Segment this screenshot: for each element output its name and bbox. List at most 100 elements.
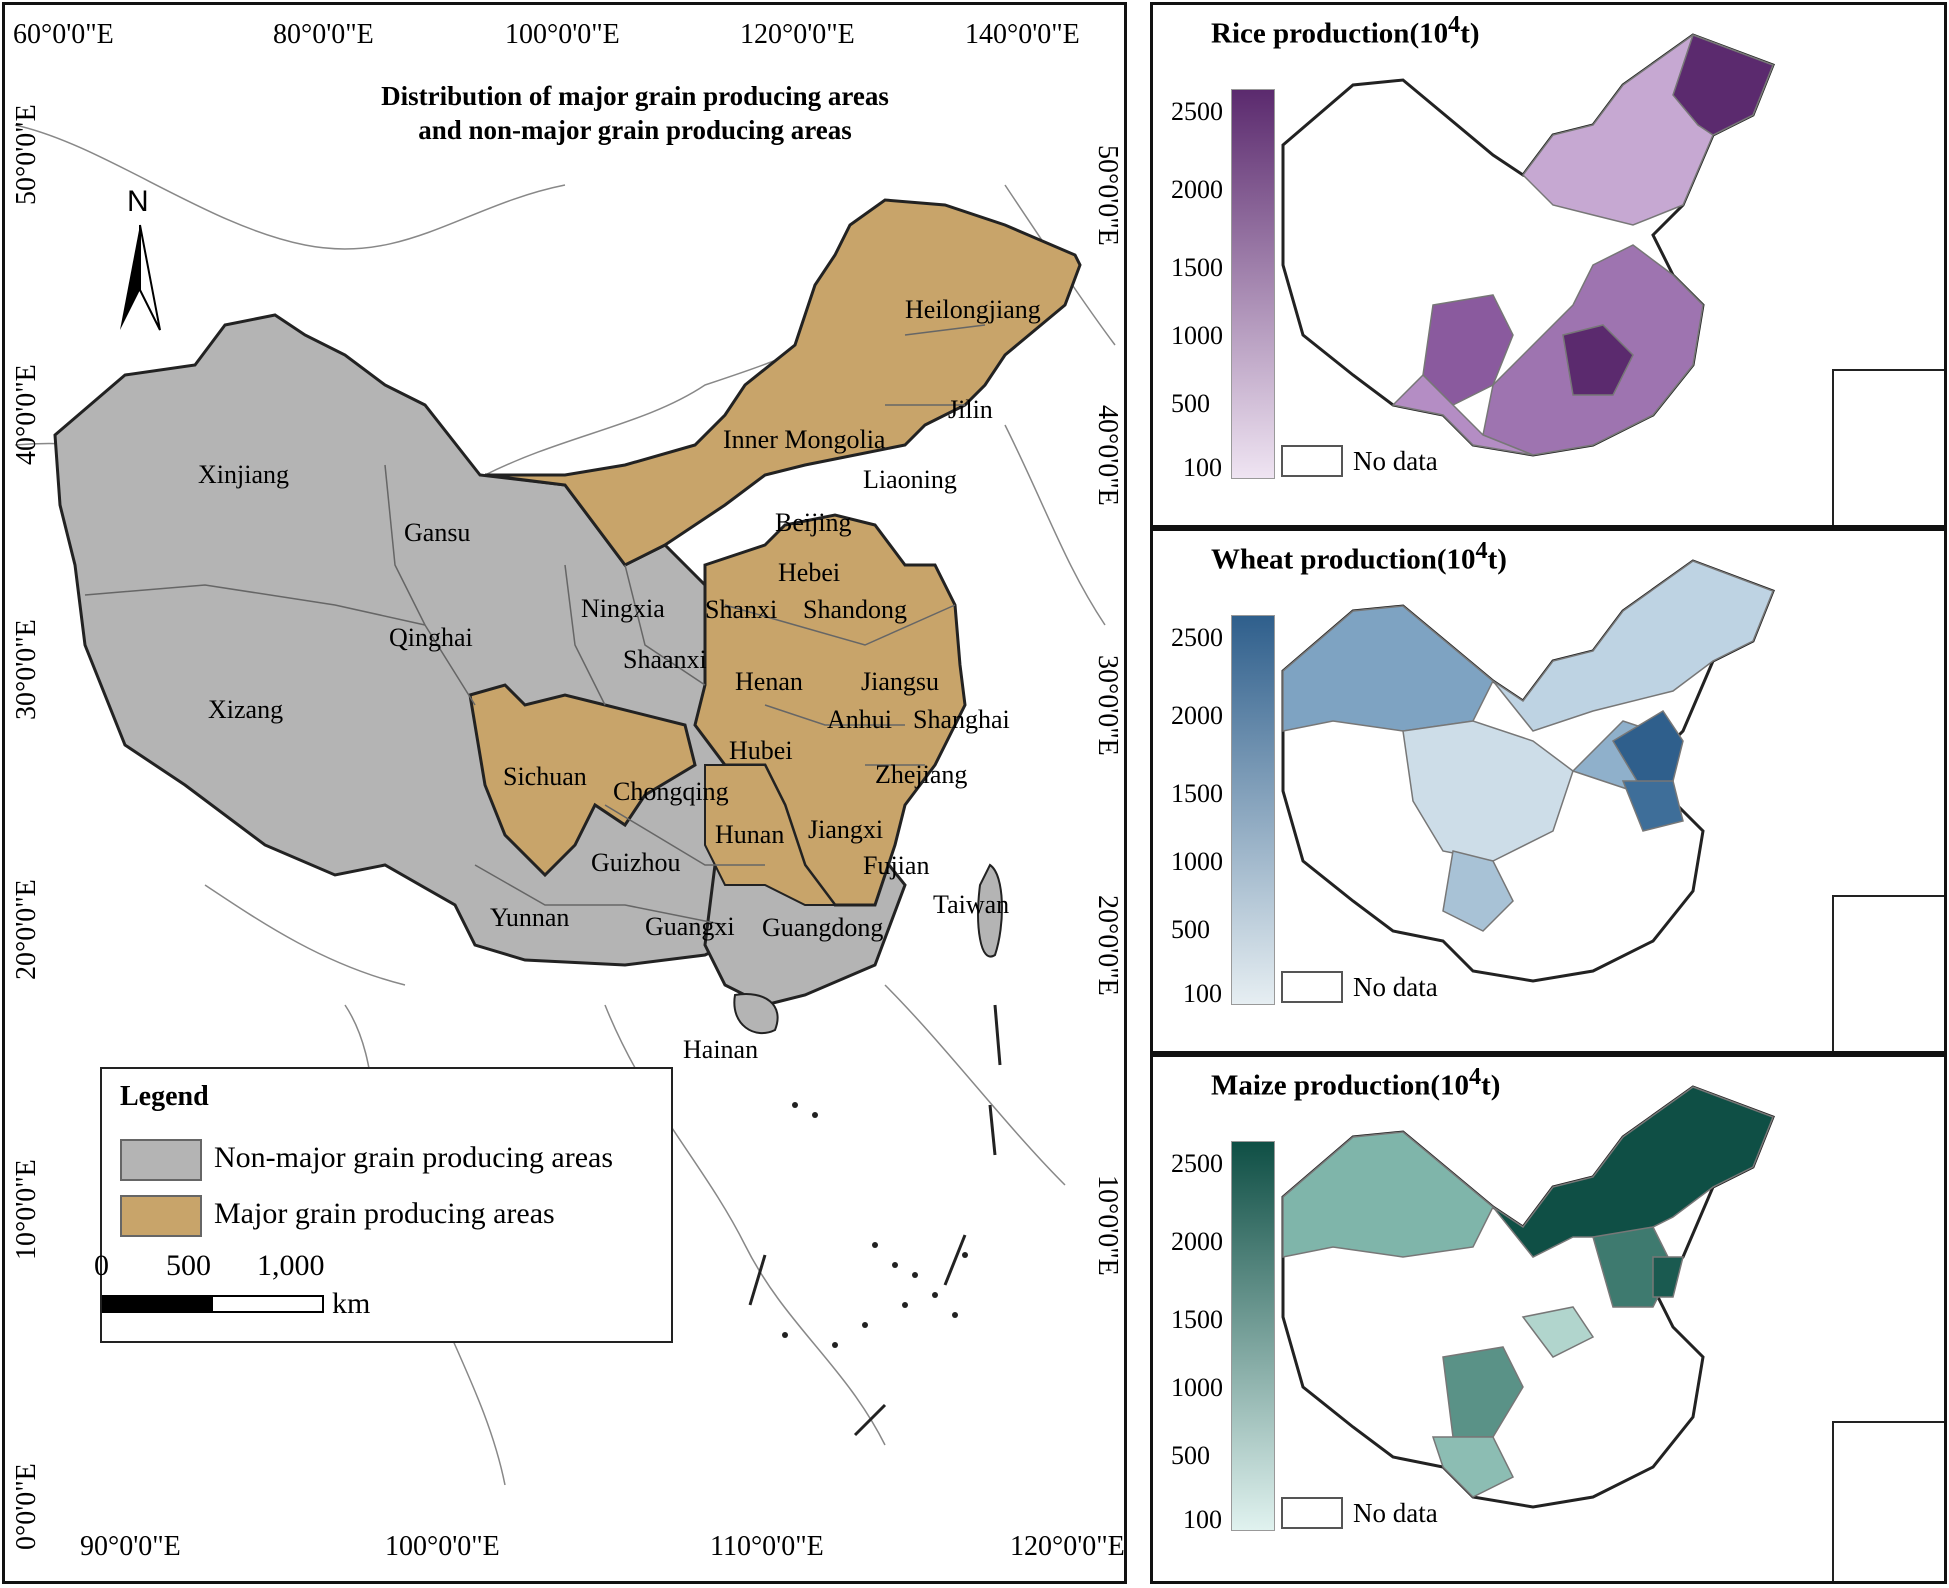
wheat-panel: Wheat production(104t) 2500 2000 1500 10… [1150, 528, 1947, 1054]
label-jiangxi: Jiangxi [808, 815, 884, 844]
label-inner-mongolia: Inner Mongolia [723, 425, 886, 454]
label-yunnan: Yunnan [490, 903, 570, 932]
rice-tick-2500: 2500 [1171, 97, 1223, 126]
maize-no-data-label: No data [1353, 1498, 1438, 1528]
rice-tick-1500: 1500 [1171, 253, 1223, 282]
maize-tick-500: 500 [1171, 1441, 1210, 1470]
rice-panel: Rice production(104t) 2500 2000 1500 100… [1150, 2, 1947, 528]
major-region [468, 198, 1082, 907]
label-shanxi: Shanxi [705, 595, 778, 624]
label-hubei: Hubei [729, 736, 793, 765]
rice-title-end: t) [1460, 17, 1480, 50]
map-title: Distribution of major grain producing ar… [285, 79, 985, 147]
label-chongqing: Chongqing [613, 777, 729, 806]
label-ningxia: Ningxia [581, 594, 665, 623]
maize-title-text: Maize production(10 [1211, 1069, 1470, 1102]
legend-label-major: Major grain producing areas [214, 1197, 555, 1230]
rice-map-svg [1281, 33, 1944, 525]
rice-tick-500: 500 [1171, 389, 1210, 418]
rice-tick-2000: 2000 [1171, 175, 1223, 204]
wheat-title-text: Wheat production(10 [1211, 543, 1476, 576]
right-tick-50: 50°0'0"E [1092, 145, 1123, 246]
label-beijing: Beijing [775, 508, 852, 537]
maize-title: Maize production(104t) [1211, 1063, 1500, 1103]
legend-title: Legend [120, 1081, 209, 1112]
maize-tick-1500: 1500 [1171, 1305, 1223, 1334]
maize-tick-2500: 2500 [1171, 1149, 1223, 1178]
label-jilin: Jilin [948, 395, 993, 424]
legend-label-non-major: Non-major grain producing areas [214, 1141, 614, 1174]
scale-label-0: 0 [94, 1249, 109, 1282]
label-qinghai: Qinghai [389, 623, 473, 652]
label-guizhou: Guizhou [591, 848, 681, 877]
label-shandong: Shandong [803, 595, 907, 624]
rice-no-data-swatch [1281, 445, 1343, 477]
label-hainan: Hainan [683, 1035, 759, 1064]
scale-bar [102, 1295, 324, 1313]
maize-tick-100: 100 [1183, 1505, 1222, 1534]
top-tick-60: 60°0'0"E [13, 19, 114, 50]
maize-colorbar [1231, 1141, 1275, 1531]
wheat-title: Wheat production(104t) [1211, 537, 1507, 577]
rice-no-data-label: No data [1353, 446, 1438, 476]
legend-swatch-major [120, 1195, 202, 1237]
maize-no-data-swatch [1281, 1497, 1343, 1529]
bottom-tick-90: 90°0'0"E [80, 1531, 181, 1562]
nine-dash-line [748, 1004, 1002, 1437]
left-tick-40: 40°0'0"E [11, 364, 42, 465]
scale-label-500: 500 [166, 1249, 211, 1282]
scale-label-1000: 1,000 [257, 1249, 325, 1282]
top-tick-120: 120°0'0"E [740, 19, 855, 50]
top-tick-100: 100°0'0"E [505, 19, 620, 50]
label-heilongjiang: Heilongjiang [905, 295, 1041, 324]
wheat-tick-500: 500 [1171, 915, 1210, 944]
rice-colorbar [1231, 89, 1275, 479]
label-xizang: Xizang [208, 695, 284, 724]
bottom-tick-120: 120°0'0"E [1010, 1531, 1125, 1562]
province-boundaries [84, 324, 986, 926]
maize-tick-2000: 2000 [1171, 1227, 1223, 1256]
wheat-title-end: t) [1487, 543, 1507, 576]
wheat-south-sea-inset [1832, 895, 1944, 1051]
left-tick-20: 20°0'0"E [11, 879, 42, 980]
label-shaanxi: Shaanxi [623, 645, 707, 674]
bottom-tick-110: 110°0'0"E [710, 1531, 824, 1562]
maize-panel: Maize production(104t) 2500 2000 1500 10… [1150, 1054, 1947, 1584]
maize-title-sup: 4 [1469, 1063, 1482, 1090]
label-shanghai: Shanghai [913, 705, 1010, 734]
top-tick-80: 80°0'0"E [273, 19, 374, 50]
rice-tick-1000: 1000 [1171, 321, 1223, 350]
rice-title-text: Rice production(10 [1211, 17, 1449, 50]
left-tick-10: 10°0'0"E [11, 1159, 42, 1260]
label-hebei: Hebei [778, 558, 841, 587]
wheat-title-sup: 4 [1475, 537, 1488, 564]
wheat-tick-1500: 1500 [1171, 779, 1223, 808]
label-gansu: Gansu [404, 518, 471, 547]
label-jiangsu: Jiangsu [861, 667, 939, 696]
right-tick-40: 40°0'0"E [1092, 405, 1123, 506]
label-zhejiang: Zhejiang [875, 760, 968, 789]
main-map-svg [14, 124, 1116, 1486]
wheat-no-data-swatch [1281, 971, 1343, 1003]
rice-south-sea-inset [1832, 369, 1944, 525]
label-taiwan: Taiwan [933, 890, 1010, 919]
maize-title-end: t) [1481, 1069, 1501, 1102]
label-henan: Henan [735, 667, 803, 696]
wheat-tick-1000: 1000 [1171, 847, 1223, 876]
wheat-map-svg [1281, 559, 1944, 1051]
top-tick-140: 140°0'0"E [965, 19, 1080, 50]
north-label: N [127, 185, 149, 218]
scale-bar-filled [104, 1297, 213, 1311]
right-tick-30: 30°0'0"E [1092, 655, 1123, 756]
label-sichuan: Sichuan [503, 762, 587, 791]
left-tick-50: 50°0'0"E [11, 104, 42, 205]
wheat-colorbar [1231, 615, 1275, 1005]
map-legend: Legend Non-major grain producing areas M… [94, 1067, 673, 1343]
main-map-panel: 60°0'0"E 80°0'0"E 100°0'0"E 120°0'0"E 14… [2, 2, 1127, 1584]
wheat-tick-100: 100 [1183, 979, 1222, 1008]
map-title-line2: and non-major grain producing areas [418, 115, 852, 145]
right-tick-20: 20°0'0"E [1092, 895, 1123, 996]
rice-title-sup: 4 [1448, 11, 1461, 38]
wheat-tick-2000: 2000 [1171, 701, 1223, 730]
label-guangxi: Guangxi [645, 912, 735, 941]
